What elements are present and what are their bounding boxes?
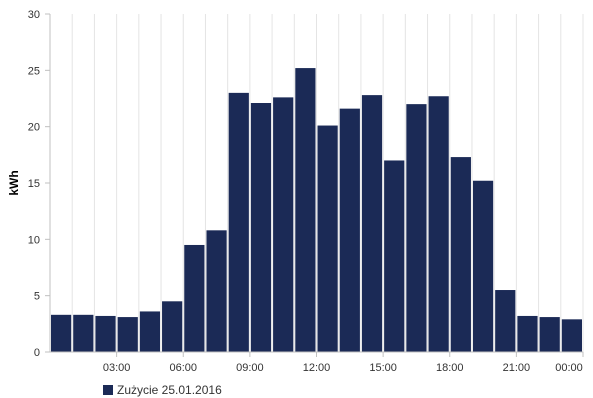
bar-0400[interactable]	[117, 317, 138, 352]
y-axis-label: kWh	[7, 170, 21, 195]
legend[interactable]: Zużycie 25.01.2016	[103, 383, 222, 397]
grid-lines	[71, 14, 584, 352]
y-tick-label: 30	[28, 9, 40, 21]
bar-0000[interactable]	[561, 319, 582, 352]
bar-2100[interactable]	[495, 290, 516, 352]
bar-2000[interactable]	[472, 180, 494, 352]
bar-1100[interactable]	[273, 97, 294, 352]
bar-0900[interactable]	[228, 92, 249, 352]
axes-group	[45, 13, 584, 357]
y-tick-label: 10	[28, 234, 40, 246]
bars-group	[51, 68, 582, 353]
y-tick-label: 15	[28, 178, 40, 190]
bar-0100[interactable]	[51, 314, 72, 352]
bar-1300[interactable]	[317, 125, 338, 352]
bar-0300[interactable]	[95, 315, 116, 352]
x-tick-label: 03:00	[103, 362, 131, 374]
legend-swatch	[103, 385, 113, 395]
bar-0500[interactable]	[139, 311, 161, 352]
x-tick-labels: 03:00 06:00 09:00 12:00 15:00 18:00 21:00 00:00	[103, 362, 583, 374]
x-tick-label: 06:00	[169, 362, 197, 374]
bar-2200[interactable]	[517, 315, 538, 352]
x-tick-label: 09:00	[236, 362, 264, 374]
bar-1600[interactable]	[384, 160, 405, 352]
bar-1700[interactable]	[406, 104, 427, 352]
x-tick-label: 12:00	[303, 362, 331, 374]
y-tick-label: 25	[28, 65, 40, 77]
y-tick-labels: 0 5 10 15 20 25 30	[28, 9, 40, 359]
bar-1200[interactable]	[295, 68, 316, 352]
bar-1900[interactable]	[450, 157, 471, 352]
x-tick-label: 21:00	[503, 362, 531, 374]
bar-0800[interactable]	[206, 230, 227, 352]
bar-1000[interactable]	[250, 103, 272, 352]
y-tick-label: 5	[34, 291, 40, 303]
bar-0200[interactable]	[73, 314, 94, 352]
y-tick-label: 20	[28, 122, 40, 134]
bar-1800[interactable]	[428, 96, 449, 352]
bar-0700[interactable]	[184, 244, 205, 352]
x-tick-label: 18:00	[436, 362, 464, 374]
bar-2300[interactable]	[539, 317, 560, 352]
legend-label: Zużycie 25.01.2016	[117, 383, 222, 397]
x-tick-label: 15:00	[369, 362, 397, 374]
x-tick-label: 00:00	[555, 362, 583, 374]
bar-0600[interactable]	[162, 301, 183, 352]
bar-1500[interactable]	[361, 95, 383, 353]
bar-1400[interactable]	[339, 108, 360, 352]
y-tick-label: 0	[34, 347, 40, 359]
